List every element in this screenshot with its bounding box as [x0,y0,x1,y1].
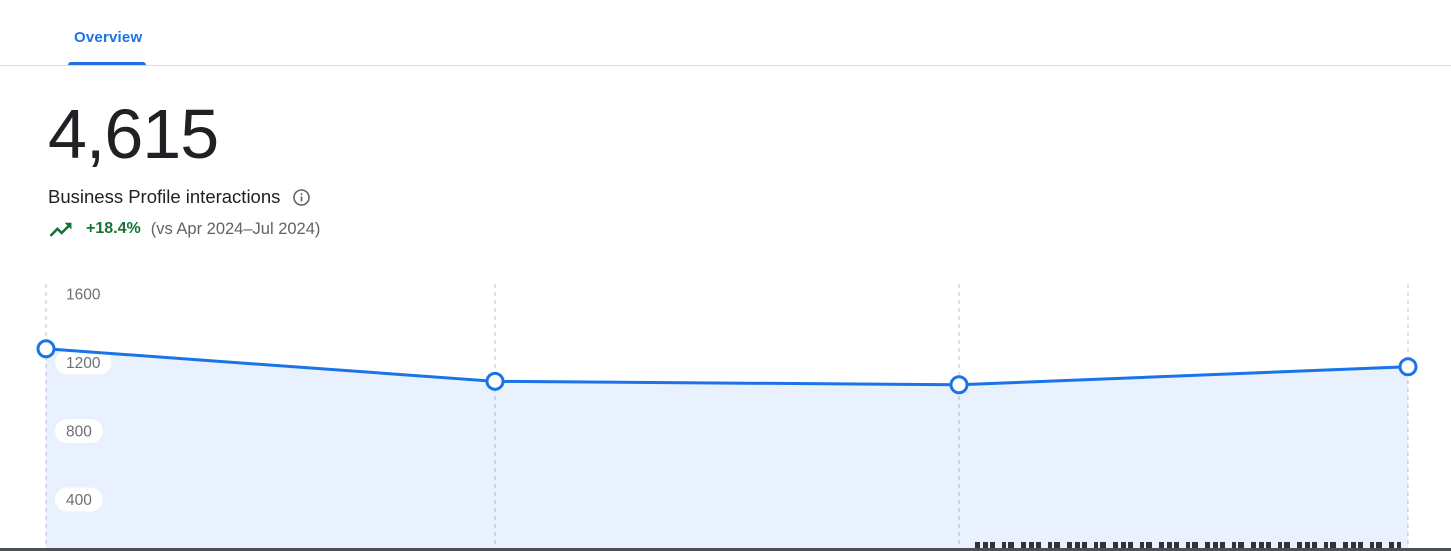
tab-overview-label: Overview [74,29,143,46]
chart-points [36,339,1418,395]
trend-percent: +18.4% [86,220,141,237]
data-point-marker[interactable] [485,371,505,391]
bottom-divider [0,548,1451,551]
tab-bar: Overview [0,0,1451,66]
y-tick-pill [55,282,112,306]
chart-gridlines [45,284,1409,548]
metric-label: Business Profile interactions [48,186,281,207]
chart-line [44,347,1410,387]
y-tick-pill [55,419,103,443]
y-tick-label: 1600 [66,287,101,304]
chart-y-tick-labels: 1600 1200 800 400 [55,282,112,512]
y-tick-label: 1200 [66,355,101,372]
y-tick-pill [55,350,112,375]
y-tick-pill [55,487,103,512]
tab-overview[interactable]: Overview [68,0,148,65]
data-point-marker[interactable] [1398,357,1418,377]
metric-label-row: Business Profile interactions [48,186,311,208]
trend-row: +18.4% (vs Apr 2024–Jul 2024) [48,219,320,239]
trending-up-icon [48,219,73,239]
data-point-marker[interactable] [36,339,56,359]
y-tick-label: 400 [66,492,92,509]
info-icon[interactable] [292,188,311,207]
chart-area-fill [46,348,1408,551]
active-tab-indicator [68,62,146,65]
metric-value: 4,615 [48,95,219,173]
trend-comparison: (vs Apr 2024–Jul 2024) [150,219,321,238]
data-point-marker[interactable] [949,375,969,395]
clipped-x-axis-labels [975,542,1401,548]
y-tick-label: 800 [66,424,92,441]
